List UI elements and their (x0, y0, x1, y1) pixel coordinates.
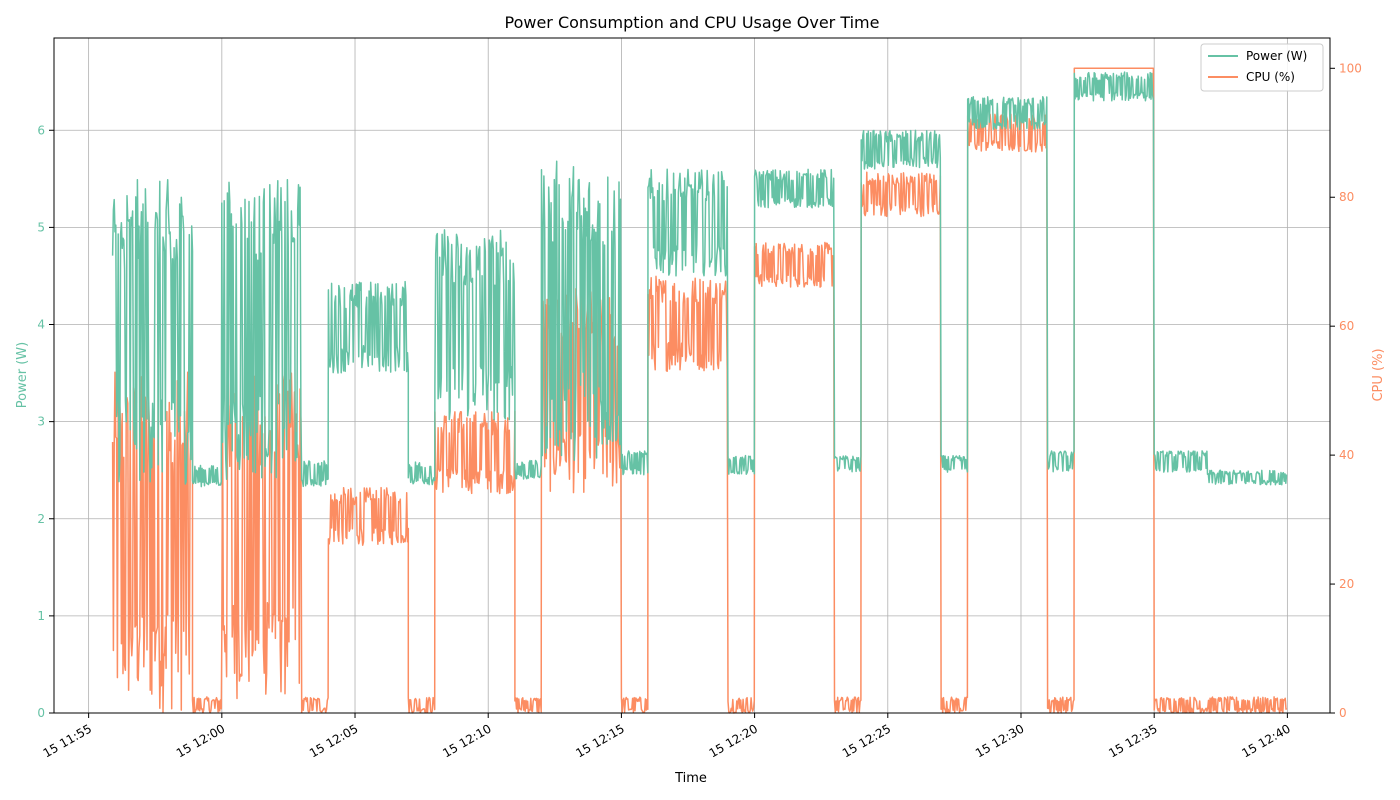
x-tick-label: 15 12:25 (840, 721, 893, 760)
series-layer (111, 67, 1288, 714)
x-tick-label: 15 12:35 (1106, 721, 1159, 760)
y-tick-label-left: 6 (37, 123, 45, 137)
y-tick-label-left: 5 (37, 220, 45, 234)
y-tick-label-left: 3 (37, 415, 45, 429)
series-line-cpu (111, 67, 1288, 714)
plot-frame (53, 37, 1331, 714)
y-tick-label-right: 40 (1339, 448, 1354, 462)
x-tick-label: 15 12:10 (440, 721, 493, 760)
y-tick-label-left: 1 (37, 609, 45, 623)
y-tick-label-right: 0 (1339, 706, 1347, 720)
x-axis: 15 11:55 15 12:00 15 12:05 15 12:10 15 12:15… (41, 713, 1293, 760)
x-tick-label: 15 12:40 (1239, 721, 1292, 760)
x-axis-title: Time (674, 771, 707, 786)
x-tick-label: 15 12:00 (174, 721, 227, 760)
chart-title: Power Consumption and CPU Usage Over Tim… (505, 13, 880, 32)
y-axis-left-title: Power (W) (15, 342, 30, 408)
y-axis-right-title: CPU (%) (1371, 348, 1386, 401)
y-tick-label-right: 80 (1339, 190, 1354, 204)
legend-label-power: Power (W) (1246, 49, 1307, 63)
legend: Power (W) CPU (%) (1200, 43, 1324, 92)
y-axis-right: 0 20 40 60 80 100 (1330, 61, 1362, 720)
y-tick-label-left: 4 (37, 318, 45, 332)
x-tick-label: 15 12:30 (973, 721, 1026, 760)
x-tick-label: 15 12:05 (307, 721, 360, 760)
y-tick-label-right: 100 (1339, 61, 1362, 75)
legend-label-cpu: CPU (%) (1246, 70, 1295, 84)
y-tick-label-right: 60 (1339, 319, 1354, 333)
x-tick-label: 15 12:15 (573, 721, 626, 760)
y-axis-left: 0 1 2 3 4 5 6 (37, 123, 54, 720)
y-tick-label-right: 20 (1339, 577, 1354, 591)
x-tick-label: 15 12:20 (707, 721, 760, 760)
series-line-power (111, 71, 1288, 488)
y-tick-label-left: 2 (37, 512, 45, 526)
y-tick-label-left: 0 (37, 706, 45, 720)
x-tick-label: 15 11:55 (41, 721, 94, 760)
